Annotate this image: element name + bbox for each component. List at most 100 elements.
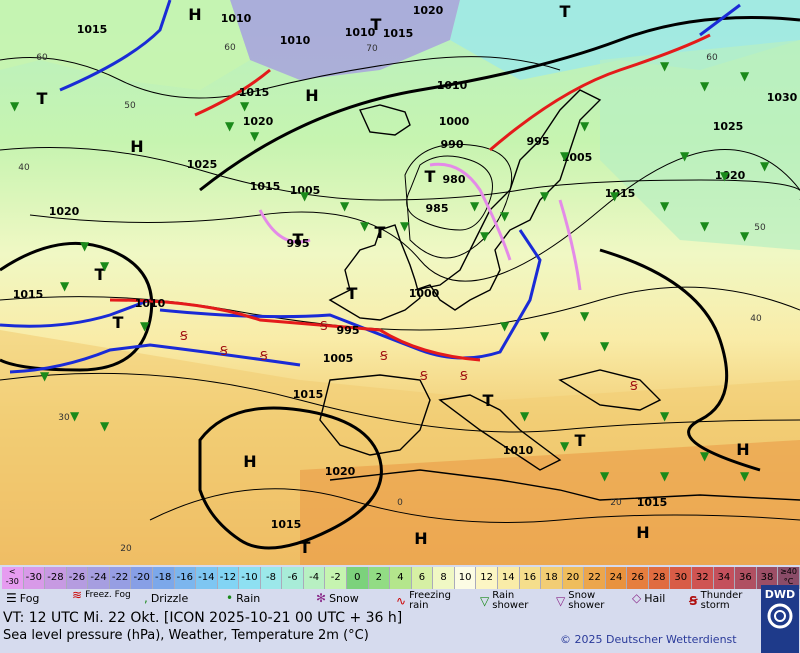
- scale-cell: 6: [411, 567, 434, 589]
- drizzle-icon: ,: [144, 591, 148, 605]
- low-label: T: [300, 538, 311, 557]
- scale-cell: 0: [347, 567, 369, 589]
- low-pressure-centers: T T T T T T T T T T T T: [37, 2, 586, 557]
- rain-shower-icon: ▼: [40, 369, 50, 383]
- isobar-label: 1010: [437, 79, 468, 92]
- valid-time: VT: 12 UTC Mi. 22 Okt. [ICON 2025-10-21 …: [3, 610, 403, 626]
- isobar-label: 995: [287, 237, 310, 250]
- low-label: T: [425, 167, 436, 186]
- scale-cell: ≥40 °C: [778, 567, 800, 589]
- rain-shower-icon: ▼: [500, 319, 510, 333]
- arctic-cold-area: [230, 0, 460, 80]
- rain-shower-icon: ▼: [250, 129, 260, 143]
- thunderstorm-icon: Ꞩ: [180, 329, 188, 343]
- scale-cell: -8: [260, 567, 283, 589]
- scale-cell: 28: [648, 567, 671, 589]
- grid-label: 60: [706, 53, 718, 63]
- rain-shower-icon: ▼: [140, 319, 150, 333]
- rain-shower-icon: ▼: [340, 199, 350, 213]
- scale-cell: -12: [217, 567, 240, 589]
- scale-cell: 4: [390, 567, 412, 589]
- rain-shower-icon: ▼: [540, 329, 550, 343]
- legend-drizzle: , Drizzle: [144, 591, 189, 605]
- rain-shower-icon: ▼: [300, 189, 310, 203]
- isobar-label: 1015: [605, 187, 636, 200]
- rain-shower-icon: ▼: [700, 449, 710, 463]
- legend-freezing-rain: ∿ Freezing rain: [396, 590, 451, 611]
- thunderstorm-icon: Ꞩ: [460, 369, 468, 383]
- high-label: H: [188, 5, 201, 24]
- high-label: H: [636, 523, 649, 542]
- high-label: H: [414, 529, 427, 548]
- latitude-labels: 60 50 60 40 30 20 0 20 40 50 70 60: [18, 43, 766, 554]
- legend-thunderstorm: Ꞩ Thunder storm: [689, 590, 743, 611]
- rain-shower-icon: ▼: [400, 219, 410, 233]
- weather-legend: ☰ Fog ≋ Freez. Fog , Drizzle • Rain ✻ Snow ∿ F…: [4, 588, 764, 613]
- isobar-label: 995: [337, 324, 360, 337]
- freezing-fog-icon: ≋: [72, 588, 83, 602]
- temperature-scale: < -30 -30 -28 -26 -24 -22 -20 -18 -16 -14 -12 -10 -8…: [2, 567, 800, 589]
- scale-cell: 18: [541, 567, 563, 589]
- scale-cell: 16: [519, 567, 542, 589]
- isobar-label: 1015: [239, 86, 270, 99]
- isobar-label: 1020: [49, 205, 80, 218]
- scale-cell: -26: [66, 567, 89, 589]
- grid-label: 70: [366, 44, 378, 54]
- isobar-label: 1010: [280, 34, 311, 47]
- low-label: T: [293, 230, 304, 249]
- isobar-label: 1015: [13, 288, 44, 301]
- rain-shower-icon: ▼: [470, 199, 480, 213]
- scale-cell: -4: [303, 567, 326, 589]
- scale-cell: 20: [562, 567, 585, 589]
- legend-snow: ✻ Snow: [316, 591, 359, 605]
- grid-label: 50: [754, 223, 766, 233]
- isobar-label: 1015: [637, 496, 668, 509]
- thunderstorm-icon: Ꞩ: [380, 349, 388, 363]
- high-label: H: [130, 137, 143, 156]
- scale-cell: 10: [454, 567, 477, 589]
- grid-label: 0: [397, 498, 403, 508]
- grid-label: 60: [36, 53, 48, 63]
- isobar-label: 1000: [409, 287, 440, 300]
- weather-symbols: ▼ ▼ ▼ ▼ ▼ ▼ ▼ ▼ ▼ ▼ ▼ ▼ ▼ ▼ ▼ ▼ ▼ ▼ ▼ ▼ ▼ ▼ ▼ ▼ Ꞩ Ꞩ Ꞩ Ꞩ Ꞩ Ꞩ Ꞩ ▼ ▼ ▼ ▼ Ꞩ ▼ ▼ ▼ ▼…: [10, 59, 770, 483]
- scale-cell: -22: [109, 567, 132, 589]
- rain-shower-icon: ▼: [500, 209, 510, 223]
- low-label: T: [37, 89, 48, 108]
- isobar-label: 1020: [243, 115, 274, 128]
- scale-cell: 36: [735, 567, 757, 589]
- scale-cell: -10: [239, 567, 261, 589]
- scale-cell: 38: [756, 567, 779, 589]
- pressure-labels: 1015 1010 1010 1015 1020 1010 1020 1015 1025 1015…: [13, 4, 798, 531]
- legend-panel: < -30 -30 -28 -26 -24 -22 -20 -18 -16 -14 -12 -10 -8…: [0, 565, 800, 653]
- scale-cell: 22: [584, 567, 606, 589]
- isobar-label: 1005: [562, 151, 593, 164]
- grid-label: 40: [750, 314, 762, 324]
- high-label: H: [243, 452, 256, 471]
- scale-cell: 26: [627, 567, 649, 589]
- coastlines: [319, 89, 800, 501]
- isobar-label: 1015: [271, 518, 302, 531]
- rain-shower-icon: ▼: [760, 159, 770, 173]
- rain-shower-icon: ▼: [740, 469, 750, 483]
- isobar-label: 1025: [713, 120, 744, 133]
- legend-rain: • Rain: [226, 591, 261, 605]
- rain-shower-icon: ▼: [660, 59, 670, 73]
- isobar-label: 985: [426, 202, 449, 215]
- high-label: H: [736, 440, 749, 459]
- scale-cell: 32: [692, 567, 714, 589]
- cold-front-west: [0, 298, 151, 328]
- occlusion: [558, 199, 582, 291]
- freezing-rain-icon: ∿: [396, 594, 407, 608]
- rain-shower-icon: ▼: [480, 229, 490, 243]
- rain-shower-icon: ▼: [60, 279, 70, 293]
- scale-cell: 12: [476, 567, 498, 589]
- thunderstorm-icon: Ꞩ: [220, 344, 228, 358]
- rain-shower-icon: ▼: [720, 169, 730, 183]
- legend-freezing-fog: ≋ Freez. Fog: [72, 588, 131, 602]
- rain-shower-icon: ▼: [600, 339, 610, 353]
- rain-shower-icon: ▼: [680, 149, 690, 163]
- grid-label: 20: [120, 544, 132, 554]
- isobar-label: 1025: [187, 158, 218, 171]
- thunderstorm-icon: Ꞩ: [420, 369, 428, 383]
- legend-rain-shower: ▽ Rain shower: [480, 590, 529, 611]
